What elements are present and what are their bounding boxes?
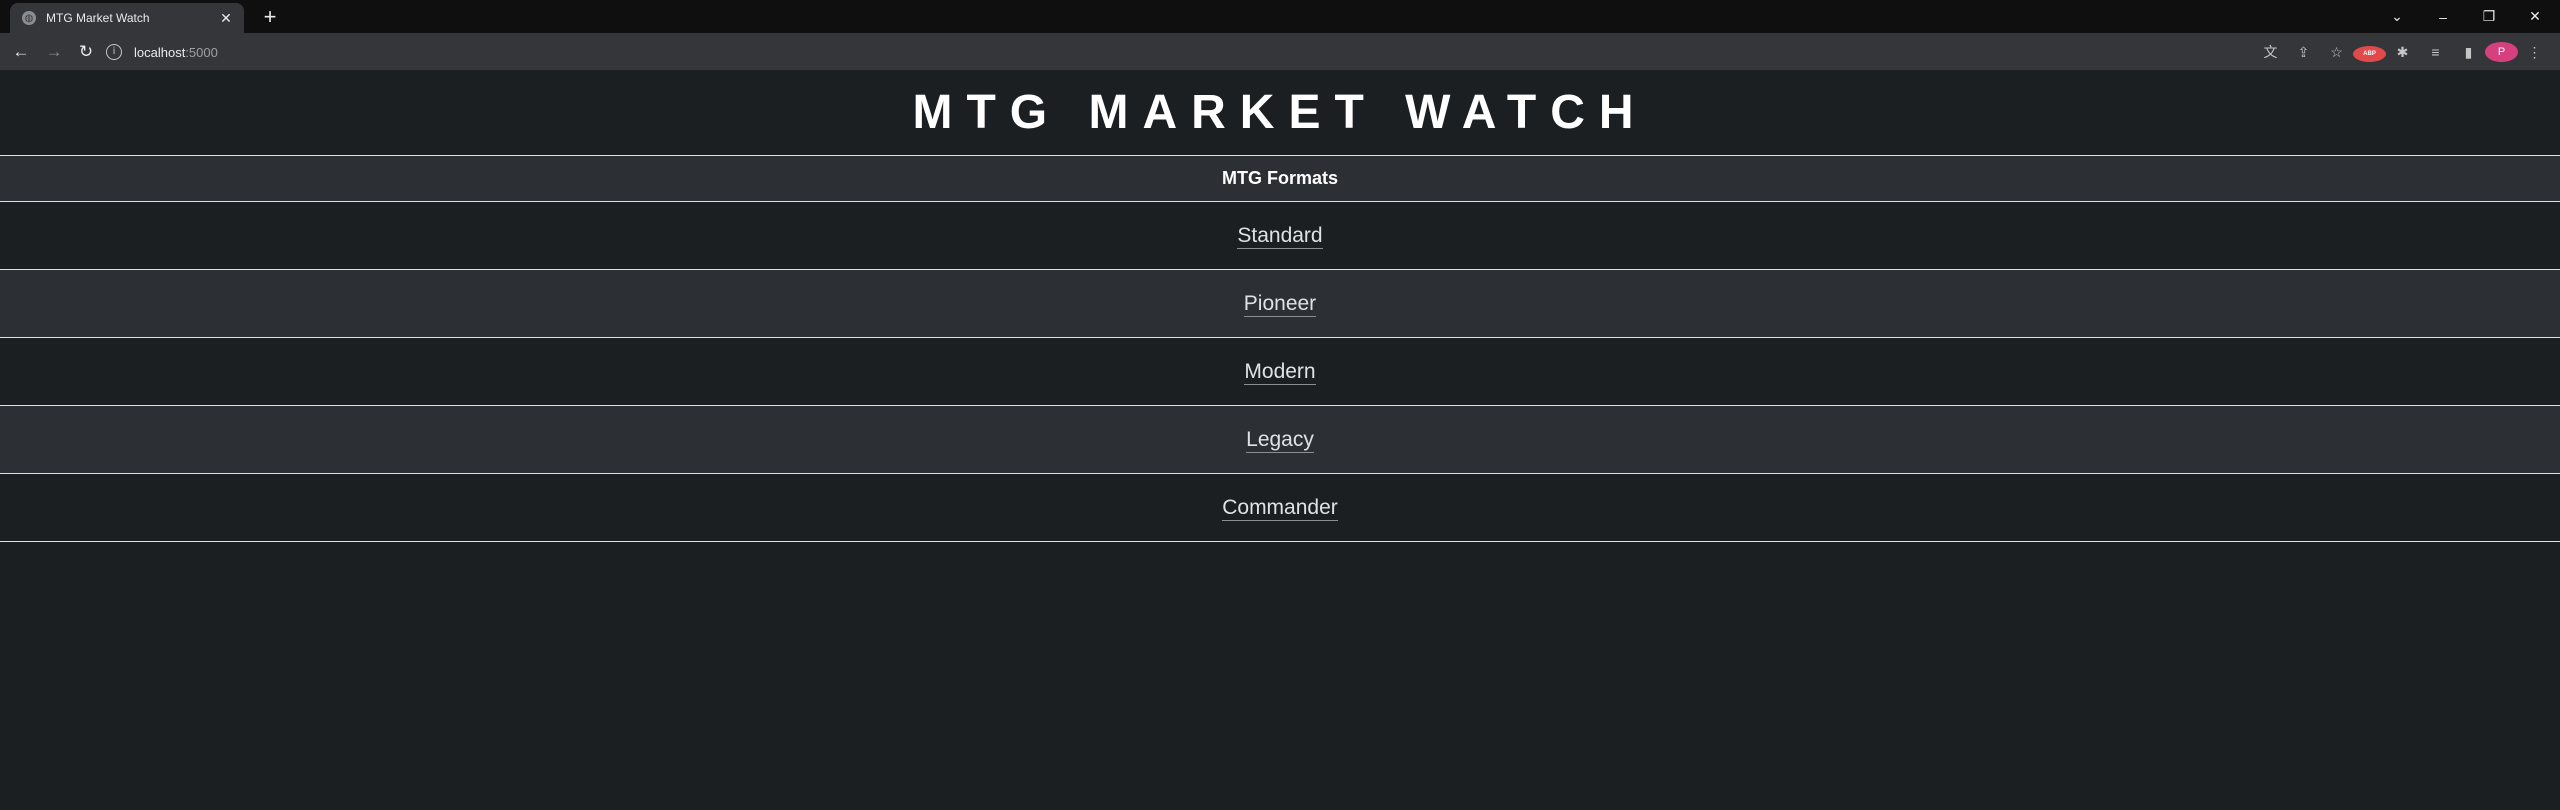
- site-info-icon[interactable]: i: [106, 44, 122, 60]
- address-bar[interactable]: i localhost :5000: [106, 38, 2256, 66]
- formats-table-header: MTG Formats: [0, 155, 2560, 202]
- new-tab-button[interactable]: +: [263, 4, 277, 29]
- globe-icon: ◍: [22, 11, 36, 25]
- reload-icon[interactable]: ↻: [78, 42, 94, 61]
- close-window-icon[interactable]: ✕: [2529, 8, 2541, 24]
- minimize-icon[interactable]: –: [2439, 8, 2447, 25]
- bookmark-star-icon[interactable]: ☆: [2330, 43, 2343, 60]
- back-arrow-icon[interactable]: ←: [12, 42, 30, 61]
- url-port: :5000: [185, 44, 218, 60]
- share-icon[interactable]: ⇪: [2297, 43, 2310, 60]
- window-controls: ⌄ – ❐ ✕: [2374, 0, 2558, 33]
- table-row: Standard: [0, 201, 2560, 270]
- toolbar-right-icons: 文 ⇪ ☆ ABP ✱ ≡ ▮ P ⋮: [2254, 41, 2551, 63]
- extensions-puzzle-icon[interactable]: ✱: [2396, 43, 2409, 60]
- format-link-commander[interactable]: Commander: [1222, 495, 1338, 521]
- table-row: Pioneer: [0, 269, 2560, 338]
- table-row: Modern: [0, 337, 2560, 406]
- page-content: MTG MARKET WATCH MTG Formats Standard Pi…: [0, 71, 2560, 810]
- tab-search-icon[interactable]: ⌄: [2391, 8, 2403, 24]
- format-link-pioneer[interactable]: Pioneer: [1243, 291, 1317, 317]
- adblock-extension-icon[interactable]: ABP: [2353, 42, 2386, 62]
- format-link-legacy[interactable]: Legacy: [1246, 427, 1314, 453]
- profile-avatar[interactable]: P: [2485, 42, 2518, 62]
- reading-list-icon[interactable]: ≡: [2431, 44, 2440, 60]
- format-link-modern[interactable]: Modern: [1244, 359, 1316, 385]
- table-row: Commander: [0, 473, 2560, 542]
- table-row: Legacy: [0, 405, 2560, 474]
- forward-arrow-icon[interactable]: →: [45, 42, 63, 61]
- tab-close-icon[interactable]: ✕: [220, 9, 232, 26]
- formats-table: MTG Formats Standard Pioneer Modern Lega…: [0, 155, 2560, 542]
- browser-toolbar: ← → ↻ i localhost :5000 文 ⇪ ☆ ABP ✱ ≡ ▮ …: [0, 33, 2560, 71]
- url-host: localhost: [134, 44, 186, 60]
- browser-tab[interactable]: ◍ MTG Market Watch ✕: [10, 3, 244, 33]
- translate-icon[interactable]: 文: [2263, 44, 2278, 60]
- format-link-standard[interactable]: Standard: [1237, 223, 1323, 249]
- browser-tabstrip: ◍ MTG Market Watch ✕ + ⌄ – ❐ ✕: [0, 0, 2560, 33]
- restore-icon[interactable]: ❐: [2482, 8, 2496, 24]
- side-panel-icon[interactable]: ▮: [2464, 43, 2473, 60]
- menu-kebab-icon[interactable]: ⋮: [2527, 43, 2542, 60]
- tab-title: MTG Market Watch: [46, 11, 150, 25]
- site-title: MTG MARKET WATCH: [912, 86, 1648, 139]
